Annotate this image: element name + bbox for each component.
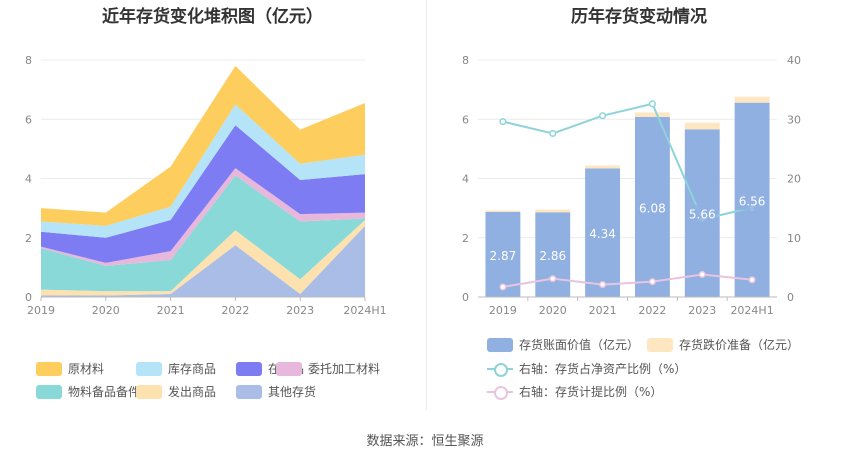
- left-chart-title: 近年存货变化堆积图（亿元）: [102, 7, 323, 27]
- area-series-goods: [41, 104, 365, 238]
- right-chart-title: 历年存货变动情况: [571, 7, 707, 27]
- right-x-tick-label: 2020: [539, 304, 567, 317]
- bar-data-label: 6.56: [739, 194, 766, 208]
- right-y-tick-label: 2: [462, 232, 469, 245]
- right-y-tick-label: 4: [462, 173, 469, 186]
- left-x-tick-label: 2021: [157, 304, 185, 317]
- bar-data-label: 2.86: [539, 249, 566, 263]
- area-series-shipped: [41, 220, 365, 296]
- right-x-tick-label: 2021: [589, 304, 617, 317]
- legend-label: 存货跌价准备（亿元）: [679, 338, 800, 352]
- right-y2-tick-label: 10: [787, 232, 801, 245]
- data-source-note: 数据来源：恒生聚源: [366, 434, 484, 449]
- left-y-tick-label: 4: [25, 173, 32, 186]
- bar-provision: [585, 165, 621, 169]
- point-provision_line: [698, 270, 706, 279]
- right-x-tick-label: 2019: [489, 304, 517, 317]
- left-y-tick-label: 2: [25, 232, 32, 245]
- right-y-tick-label: 8: [462, 54, 469, 67]
- legend-item[interactable]: 委托加工材料: [276, 360, 380, 377]
- bar-provision: [485, 210, 521, 212]
- legend-swatch: [276, 361, 302, 376]
- legend-label: 右轴：存货计提比例（%）: [519, 385, 663, 399]
- bar-data-label-bg: [537, 246, 568, 265]
- bar-data-label: 5.66: [689, 208, 716, 222]
- legend-swatch: [487, 337, 513, 352]
- legend-label: 存货账面价值（亿元）: [519, 338, 640, 352]
- point-provision_line: [499, 283, 507, 291]
- right-x-tick-label: 2024H1: [730, 304, 773, 317]
- point-provision_line: [748, 276, 756, 284]
- legend-item[interactable]: 库存商品: [136, 360, 216, 377]
- left-x-tick-label: 2023: [286, 304, 314, 317]
- bar-data-label-bg: [487, 246, 518, 265]
- legend-swatch: [36, 384, 62, 399]
- legend-swatch: [136, 361, 162, 376]
- point-ratio_line: [499, 118, 507, 126]
- legend-swatch: [647, 337, 673, 352]
- bar-data-label-bg: [587, 224, 618, 243]
- legend-label: 原材料: [68, 362, 105, 376]
- bar-provision: [535, 209, 571, 213]
- bar-data-label-bg: [687, 205, 718, 224]
- point-provision_line: [599, 281, 607, 289]
- point-ratio_line: [599, 112, 607, 120]
- bar-data-label: 2.87: [490, 249, 517, 263]
- legend-item[interactable]: 右轴：存货占净资产比例（%）: [487, 360, 686, 377]
- panel-divider: [426, 0, 427, 410]
- bar-data-label-bg: [637, 198, 668, 217]
- bar-provision: [734, 96, 770, 103]
- right-x-tick-label: 2023: [688, 304, 716, 317]
- legend-swatch: [236, 384, 262, 399]
- right-y-tick-label: 6: [462, 113, 469, 126]
- charts-canvas: 0 2 4 6 8 2019 2020 2021 2022 2023 2024H1 0 2 4 6 8 0 10 2…: [25, 54, 801, 317]
- legend-item[interactable]: 发出商品: [136, 383, 216, 400]
- right-y2-tick-label: 0: [787, 291, 794, 304]
- left-x-tick-label: 2019: [27, 304, 55, 317]
- legend-item[interactable]: 其他存货: [236, 383, 316, 400]
- legend-item[interactable]: 原材料: [36, 360, 104, 377]
- area-series-raw: [41, 65, 365, 226]
- legend-swatch: [136, 384, 162, 399]
- right-y2-tick-label: 20: [787, 173, 801, 186]
- legend-label: 库存商品: [168, 362, 217, 376]
- legend-swatch: [487, 385, 513, 400]
- left-x-tick-label: 2020: [92, 304, 120, 317]
- legend-label: 物料备品备件: [68, 385, 141, 399]
- legend-label: 其他存货: [268, 385, 317, 399]
- legend-swatch: [487, 362, 513, 377]
- line-provision_line: [502, 273, 753, 288]
- bar-provision: [684, 122, 720, 130]
- legend-item[interactable]: 物料备品备件: [36, 383, 140, 400]
- area-series-wip: [41, 125, 365, 263]
- left-x-tick-label: 2022: [221, 304, 249, 317]
- right-y-tick-label: 0: [462, 291, 469, 304]
- bar-data-label-bg: [737, 191, 768, 210]
- area-series-consign: [41, 168, 365, 266]
- point-ratio_line: [549, 129, 557, 138]
- legend-swatch: [236, 361, 262, 376]
- point-ratio_line: [648, 100, 656, 108]
- left-y-tick-label: 8: [25, 54, 32, 67]
- left-y-tick-label: 0: [25, 291, 32, 304]
- legend-item[interactable]: 存货账面价值（亿元）: [487, 336, 639, 353]
- legend-item[interactable]: 存货跌价准备（亿元）: [647, 336, 799, 353]
- legend-label: 发出商品: [168, 385, 217, 399]
- legend-item[interactable]: 右轴：存货计提比例（%）: [487, 383, 662, 400]
- bar-data-label: 4.34: [589, 227, 616, 241]
- legend-swatch: [36, 361, 62, 376]
- left-y-tick-label: 6: [25, 113, 32, 126]
- legend-label: 右轴：存货占净资产比例（%）: [519, 362, 687, 376]
- right-y2-tick-label: 30: [787, 113, 801, 126]
- right-y2-tick-label: 40: [787, 54, 801, 67]
- legend-label: 委托加工材料: [308, 362, 381, 376]
- bar-provision: [634, 112, 670, 117]
- area-series-other: [41, 225, 365, 297]
- left-x-tick-label: 2024H1: [343, 304, 386, 317]
- right-x-tick-label: 2022: [638, 304, 666, 317]
- point-provision_line: [648, 278, 656, 286]
- bar-data-label: 6.08: [639, 201, 666, 215]
- point-provision_line: [549, 275, 557, 283]
- area-series-supplies: [41, 175, 365, 292]
